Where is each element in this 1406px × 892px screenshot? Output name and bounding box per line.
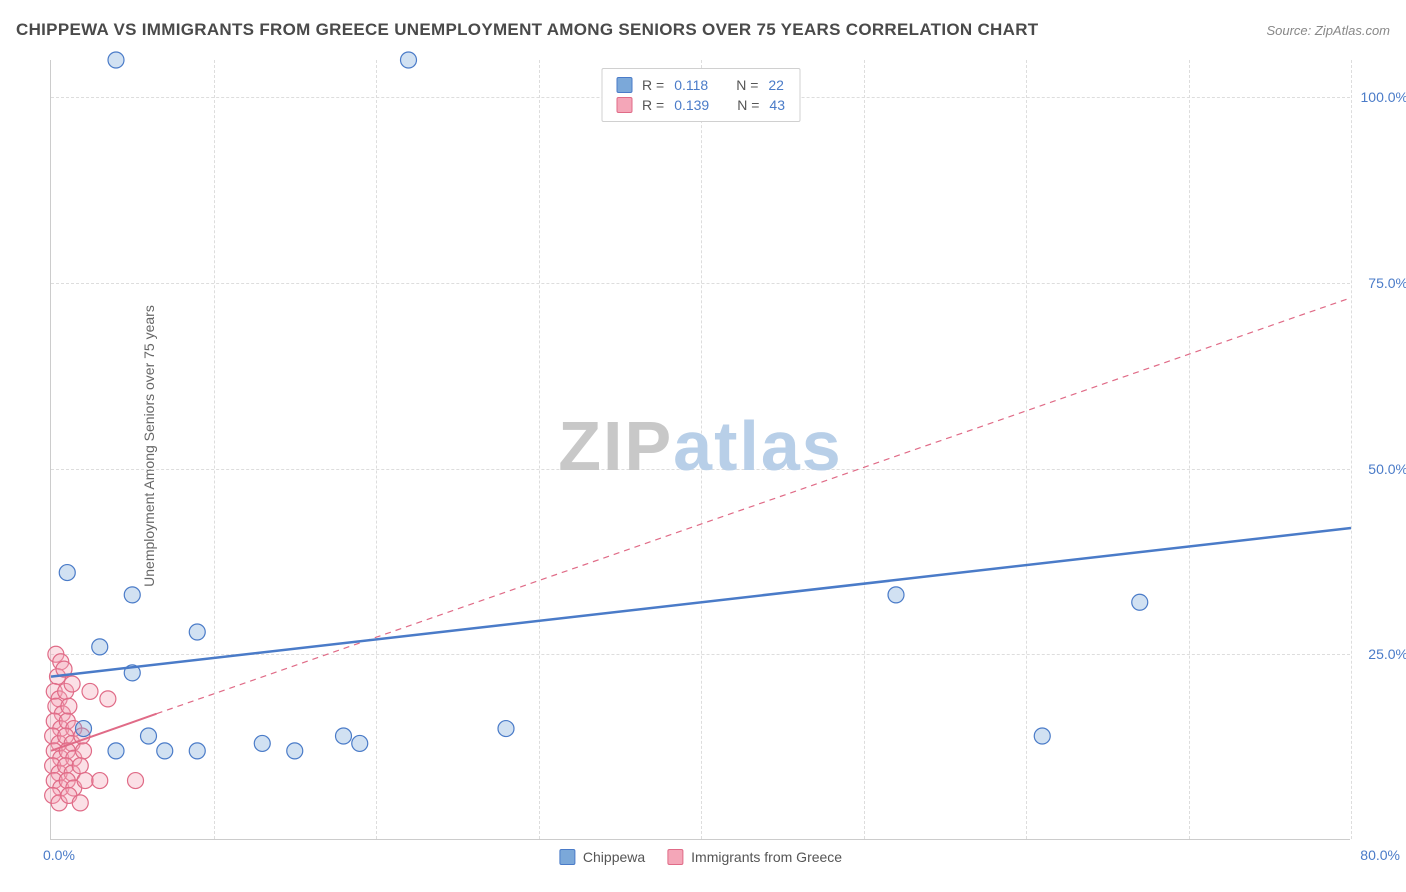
legend-swatch — [667, 849, 683, 865]
scatter-point — [336, 728, 352, 744]
scatter-point — [124, 587, 140, 603]
legend-label: Immigrants from Greece — [691, 849, 842, 865]
scatter-point — [61, 698, 77, 714]
stats-n-label: N = — [737, 97, 759, 113]
stats-r-label: R = — [642, 97, 664, 113]
scatter-point — [100, 691, 116, 707]
scatter-point — [92, 773, 108, 789]
stats-swatch — [616, 97, 632, 113]
chart-svg — [51, 60, 1350, 839]
scatter-point — [141, 728, 157, 744]
scatter-point — [108, 743, 124, 759]
scatter-point — [254, 735, 270, 751]
y-tick-label: 50.0% — [1368, 461, 1406, 477]
stats-box: R = 0.118 N = 22 R = 0.139 N = 43 — [601, 68, 800, 122]
gridline-v — [1351, 60, 1352, 839]
source-label: Source: ZipAtlas.com — [1266, 23, 1390, 38]
scatter-point — [189, 743, 205, 759]
stats-n-label: N = — [736, 77, 758, 93]
stats-n-value: 22 — [768, 77, 784, 93]
x-tick-min: 0.0% — [43, 847, 75, 863]
scatter-point — [59, 565, 75, 581]
stats-swatch — [616, 77, 632, 93]
stats-row: R = 0.118 N = 22 — [616, 75, 785, 95]
stats-n-value: 43 — [769, 97, 785, 113]
legend-item: Immigrants from Greece — [667, 849, 842, 865]
y-tick-label: 75.0% — [1368, 275, 1406, 291]
scatter-point — [64, 676, 80, 692]
scatter-point — [189, 624, 205, 640]
scatter-point — [72, 795, 88, 811]
scatter-point — [108, 52, 124, 68]
scatter-point — [401, 52, 417, 68]
scatter-point — [72, 758, 88, 774]
trendline — [51, 528, 1351, 677]
legend-label: Chippewa — [583, 849, 645, 865]
plot-area: 25.0%50.0%75.0%100.0% ZIPatlas R =0.118N… — [50, 60, 1350, 840]
scatter-point — [157, 743, 173, 759]
x-tick-max: 80.0% — [1360, 847, 1400, 863]
scatter-point — [1132, 594, 1148, 610]
scatter-point — [76, 743, 92, 759]
scatter-point — [76, 721, 92, 737]
scatter-point — [128, 773, 144, 789]
stats-row: R = 0.139 N = 43 — [616, 95, 785, 115]
stats-r-value: 0.139 — [674, 97, 709, 113]
scatter-point — [888, 587, 904, 603]
scatter-point — [92, 639, 108, 655]
legend: Chippewa Immigrants from Greece — [559, 849, 842, 865]
y-tick-label: 25.0% — [1368, 646, 1406, 662]
chart-title: CHIPPEWA VS IMMIGRANTS FROM GREECE UNEMP… — [16, 20, 1038, 40]
scatter-point — [498, 721, 514, 737]
title-bar: CHIPPEWA VS IMMIGRANTS FROM GREECE UNEMP… — [16, 20, 1390, 40]
legend-item: Chippewa — [559, 849, 645, 865]
trendline-dashed — [157, 298, 1351, 714]
scatter-point — [82, 683, 98, 699]
stats-r-label: R = — [642, 77, 664, 93]
legend-swatch — [559, 849, 575, 865]
scatter-point — [1034, 728, 1050, 744]
scatter-point — [352, 735, 368, 751]
scatter-point — [287, 743, 303, 759]
scatter-point — [77, 773, 93, 789]
stats-r-value: 0.118 — [674, 77, 708, 93]
y-tick-label: 100.0% — [1361, 89, 1406, 105]
